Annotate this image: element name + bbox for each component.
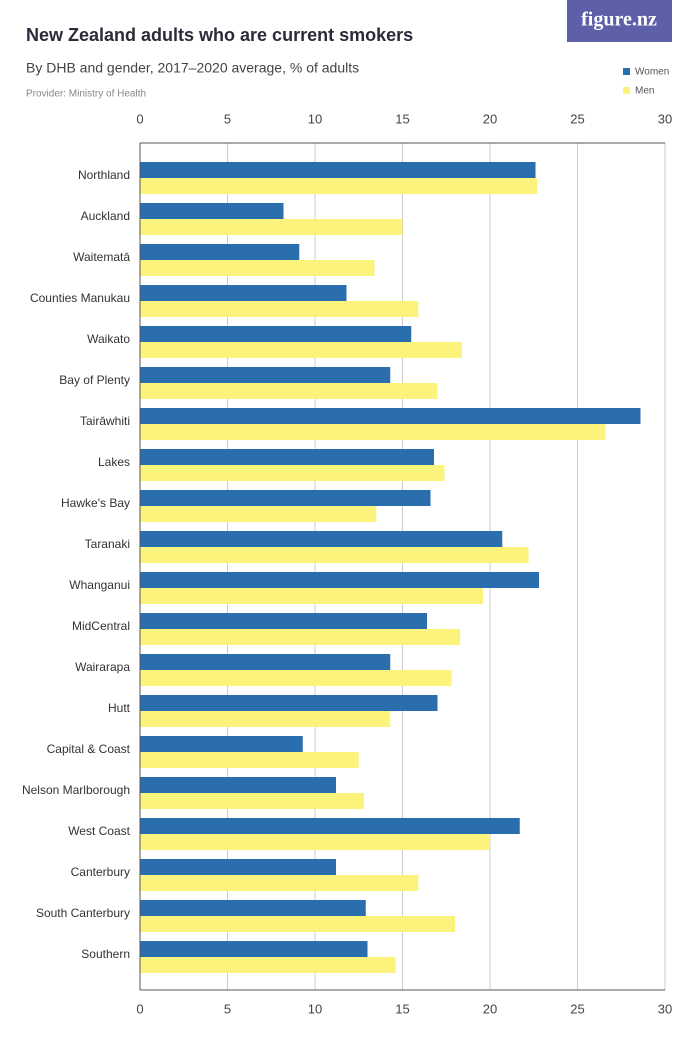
bar [140, 465, 445, 481]
y-tick-label: Southern [81, 947, 130, 961]
bar [140, 875, 419, 891]
legend-label: Men [635, 86, 654, 97]
bar [140, 547, 529, 563]
bar [140, 711, 391, 727]
y-tick-label: Waitematā [73, 250, 130, 264]
bar [140, 424, 606, 440]
bar [140, 162, 536, 178]
bar [140, 285, 347, 301]
bar [140, 613, 427, 629]
bar [140, 629, 461, 645]
y-tick-label: Counties Manukau [30, 291, 130, 305]
x-tick-label: 25 [570, 1001, 584, 1016]
legend-swatch [623, 68, 630, 75]
y-tick-label: Hawke's Bay [61, 496, 130, 510]
bar [140, 859, 336, 875]
bar [140, 900, 366, 916]
bar [140, 916, 455, 932]
bar [140, 834, 490, 850]
x-tick-label: 10 [308, 1001, 322, 1016]
y-tick-label: Canterbury [71, 865, 130, 879]
bar [140, 506, 377, 522]
x-tick-label: 5 [224, 1001, 231, 1016]
x-tick-label: 0 [136, 1001, 143, 1016]
x-tick-label: 5 [224, 111, 231, 126]
y-tick-label: Hutt [108, 701, 131, 715]
y-tick-label: Wairarapa [75, 660, 130, 674]
y-tick-label: Waikato [87, 332, 130, 346]
bar [140, 342, 462, 358]
bar [140, 260, 375, 276]
x-tick-label: 20 [483, 1001, 497, 1016]
x-tick-label: 15 [395, 1001, 409, 1016]
x-tick-label: 0 [136, 111, 143, 126]
source: Provider: Ministry of Health [26, 89, 146, 100]
bar [140, 490, 431, 506]
legend-label: Women [635, 67, 669, 78]
bar [140, 818, 520, 834]
bar [140, 752, 359, 768]
bar [140, 367, 391, 383]
bar [140, 957, 396, 973]
bar [140, 449, 434, 465]
bar [140, 383, 438, 399]
y-tick-label: MidCentral [72, 619, 130, 633]
bar [140, 695, 438, 711]
x-tick-label: 10 [308, 111, 322, 126]
bar [140, 588, 483, 604]
bar [140, 531, 503, 547]
bar [140, 219, 403, 235]
bar [140, 326, 412, 342]
y-tick-label: Auckland [81, 209, 130, 223]
bar [140, 203, 284, 219]
y-tick-label: Lakes [98, 455, 130, 469]
y-tick-label: Northland [78, 168, 130, 182]
bar [140, 670, 452, 686]
y-tick-label: Bay of Plenty [59, 373, 130, 387]
x-tick-label: 30 [658, 1001, 672, 1016]
legend-swatch [623, 87, 630, 94]
y-tick-label: Whanganui [69, 578, 130, 592]
y-tick-label: Capital & Coast [47, 742, 131, 756]
logo-box [567, 0, 672, 42]
x-tick-label: 15 [395, 111, 409, 126]
bar [140, 793, 364, 809]
bar [140, 178, 538, 194]
y-tick-label: South Canterbury [36, 906, 130, 920]
bar [140, 654, 391, 670]
bar [140, 244, 300, 260]
bar [140, 408, 641, 424]
x-tick-label: 20 [483, 111, 497, 126]
x-tick-label: 30 [658, 111, 672, 126]
y-tick-label: West Coast [68, 824, 130, 838]
bar [140, 777, 336, 793]
bar [140, 301, 419, 317]
y-tick-label: Tairāwhiti [80, 414, 130, 428]
logo: figure.nz [581, 9, 657, 31]
x-tick-label: 25 [570, 111, 584, 126]
bar [140, 941, 368, 957]
bar [140, 736, 303, 752]
y-tick-label: Taranaki [85, 537, 130, 551]
chart-subtitle: By DHB and gender, 2017–2020 average, % … [26, 60, 359, 76]
y-tick-label: Nelson Marlborough [22, 783, 130, 797]
chart-title: New Zealand adults who are current smoke… [26, 25, 413, 45]
bar [140, 572, 539, 588]
